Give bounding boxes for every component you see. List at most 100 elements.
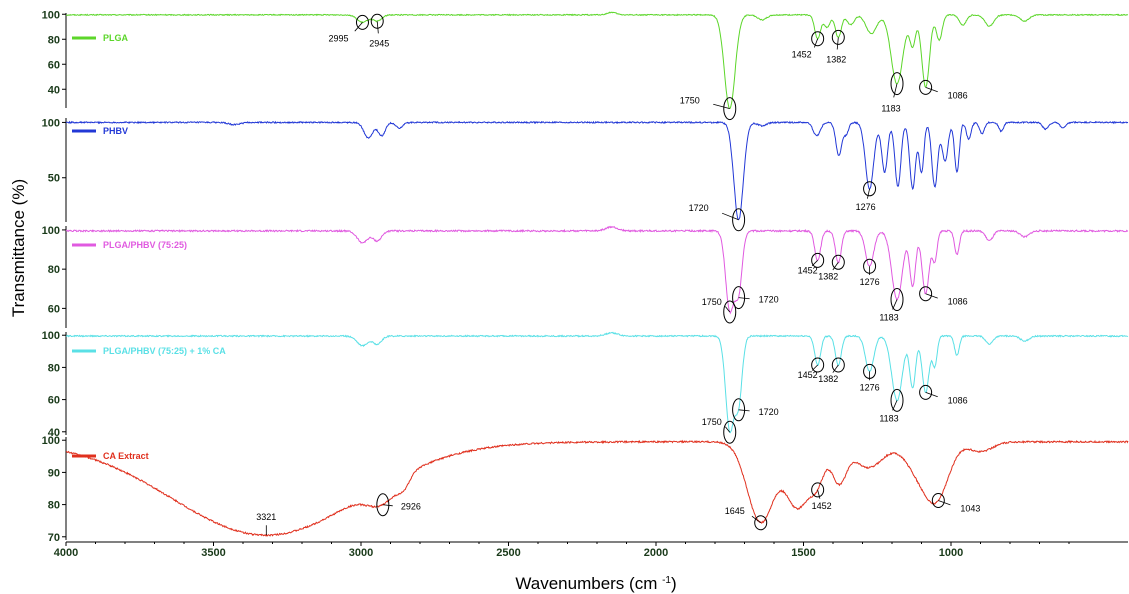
peak-leader (938, 500, 951, 506)
peak-leader (813, 38, 819, 48)
peak-label: 1382 (818, 271, 838, 281)
spectra-panels: 100 80 60 40 PLGA 2995 2945 1750 1452 1382 1183 108… (42, 9, 1129, 544)
peak-label: 1382 (818, 374, 838, 384)
y-tick-label: 60 (48, 303, 60, 315)
x-tick-label: 1500 (791, 547, 815, 559)
x-tick-label: 2500 (496, 547, 520, 559)
x-tick-label: 2000 (644, 547, 668, 559)
peak-marker (732, 286, 746, 310)
y-tick-label: 60 (48, 395, 60, 407)
series-line (65, 225, 1129, 315)
x-axis: 4000 3500 3000 2500 2000 1500 1000 (54, 541, 1128, 559)
peak-label: 1720 (759, 295, 779, 305)
panel-4: 100 90 80 70 CA Extract 3321 2926 1645 1452 1043 (42, 435, 1129, 544)
peak-marker (376, 493, 390, 517)
peak-leader (866, 188, 870, 199)
y-tick-label: 60 (48, 59, 60, 71)
series-line (65, 120, 1129, 221)
panel-0: 100 80 60 40 PLGA 2995 2945 1750 1452 1382 1183 108… (42, 9, 1129, 121)
peak-leader (925, 391, 938, 398)
y-tick-label: 70 (48, 532, 60, 544)
y-tick-label: 100 (42, 117, 60, 129)
peak-label: 1183 (879, 313, 898, 323)
y-axis-title: Transmittance (%) (9, 179, 28, 317)
peak-marker (919, 79, 933, 95)
peak-marker (831, 254, 845, 270)
peak-marker (355, 14, 369, 30)
peak-marker (732, 398, 746, 422)
peak-leader (925, 293, 938, 299)
peak-label: 1183 (879, 413, 898, 423)
peak-leader (925, 87, 938, 93)
peak-marker (723, 300, 737, 324)
peak-label: 1276 (860, 382, 880, 392)
x-axis-title-main: Wavenumbers (cm (515, 574, 662, 593)
peak-leader (725, 426, 731, 433)
peak-label: 1750 (702, 297, 722, 307)
peak-leader (721, 212, 739, 221)
peak-label: 1086 (948, 297, 968, 307)
peak-leader (738, 297, 750, 300)
y-tick-label: 40 (48, 427, 60, 439)
peak-leader (892, 299, 898, 310)
peak-marker (831, 29, 845, 45)
panel-2: 100 80 60 PLGA/PHBV (75:25) 1750 1720 14521382… (42, 225, 1129, 328)
peak-label: 1183 (881, 104, 900, 114)
peak-label: 1276 (860, 277, 880, 287)
peak-leader (832, 364, 839, 373)
y-tick-label: 40 (48, 84, 60, 96)
peak-marker (754, 515, 768, 531)
peak-leader (725, 306, 731, 313)
peak-leader (811, 260, 818, 267)
peak-label: 1750 (702, 417, 722, 427)
y-tick-label: 90 (48, 467, 60, 479)
peak-label: 2945 (369, 38, 389, 48)
peak-label: 1452 (812, 501, 832, 511)
panel-1: 100 50 PHBV 1720 1276 (42, 117, 1129, 232)
x-tick-label: 3500 (201, 547, 225, 559)
peak-label: 3321 (256, 512, 276, 522)
x-tick-label: 1000 (939, 547, 963, 559)
peak-leader (811, 364, 818, 371)
peak-label: 1720 (759, 407, 779, 417)
peak-leader (751, 515, 761, 524)
peak-marker (811, 482, 825, 498)
peak-label: 1452 (792, 50, 812, 60)
peak-marker (831, 357, 845, 373)
peak-marker (890, 72, 904, 96)
x-axis-title-close: ) (671, 574, 677, 593)
peak-label: 1043 (960, 503, 980, 513)
peak-marker (890, 388, 904, 412)
peak-leader (738, 409, 750, 412)
peak-label: 2995 (328, 33, 348, 43)
peak-marker (919, 384, 933, 400)
series-line (65, 331, 1129, 434)
y-tick-label: 100 (42, 9, 60, 21)
series-line (65, 439, 1129, 537)
y-tick-label: 80 (48, 34, 60, 46)
peak-marker (723, 97, 737, 121)
peak-leader (817, 489, 821, 499)
peak-leader (832, 262, 839, 271)
legend-label: PLGA (103, 33, 129, 43)
y-tick-label: 100 (42, 225, 60, 237)
peak-leader (376, 21, 379, 34)
peak-leader (382, 504, 393, 507)
peak-marker (370, 13, 384, 29)
legend-label: PLGA/PHBV (75:25) + 1% CA (103, 346, 226, 356)
y-tick-label: 80 (48, 362, 60, 374)
peak-leader (893, 83, 898, 98)
legend-label: CA Extract (103, 451, 149, 461)
panel-3: 100 80 60 40 PLGA/PHBV (75:25) + 1% CA 1750 17… (42, 330, 1129, 444)
y-tick-label: 100 (42, 435, 60, 447)
peak-marker (811, 252, 825, 268)
peak-marker (931, 492, 945, 508)
y-tick-label: 100 (42, 330, 60, 342)
peak-marker (811, 31, 825, 47)
peak-marker (919, 286, 933, 302)
peak-leader (836, 37, 839, 50)
legend-label: PHBV (103, 126, 128, 136)
peak-leader (713, 103, 730, 110)
peak-label: 1750 (680, 96, 700, 106)
